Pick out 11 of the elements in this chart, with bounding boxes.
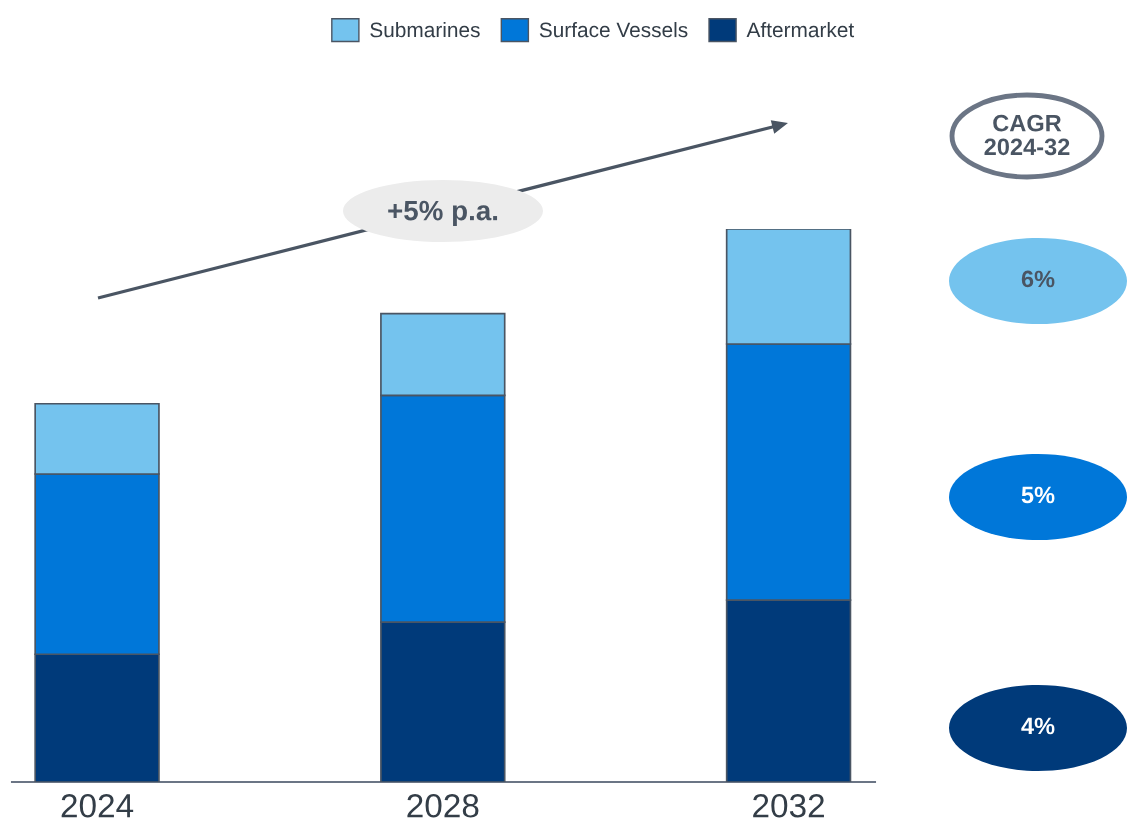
x-tick-label: 2024 [61,793,134,818]
text: 4% [1021,717,1055,735]
legend-label: Submarines [370,21,480,38]
x-tick-label: 2028 [407,793,479,818]
text: 6% [1021,270,1055,288]
legend-label: Surface Vessels [539,21,688,38]
legend-label: Aftermarket [746,21,855,38]
text: 5% [1021,486,1055,504]
text: CAGR 2024-32 [984,114,1070,156]
text: +5% p.a. [388,200,498,226]
x-tick-label: 2032 [753,793,824,818]
